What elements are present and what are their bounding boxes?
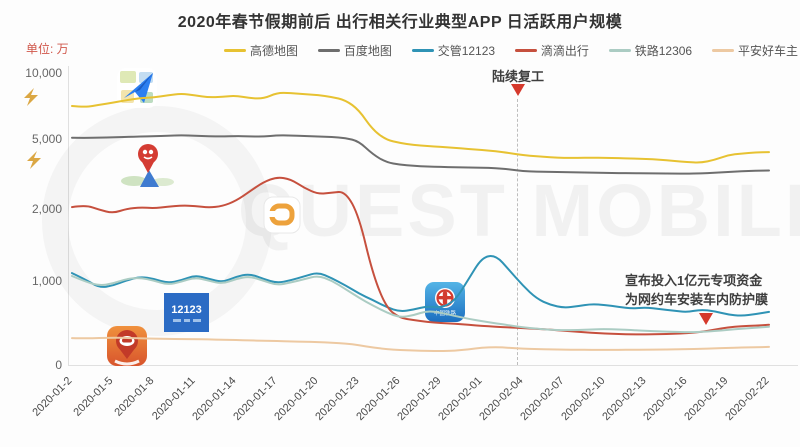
legend-swatch-pingan-auto (711, 49, 734, 52)
y-tick-label: 10,000 (25, 66, 62, 80)
railway-12306-icon-caption: 中国铁路 (434, 309, 457, 317)
legend-label: 滴滴出行 (540, 44, 589, 58)
legend-label: 交管12123 (437, 44, 496, 58)
y-tick-label: 2,000 (31, 202, 62, 216)
amap-app-icon (117, 68, 157, 108)
resume-work-dashed-line (517, 99, 518, 365)
legend-item-railway-12306: 铁路12306 (608, 42, 693, 59)
y-tick-label: 0 (55, 358, 62, 372)
y-tick-label: 1,000 (31, 274, 62, 288)
unit-label: 单位: 万 (26, 42, 69, 56)
x-axis: 2020-01-2 2020-01-5 2020-01-8 2020-01-11 202… (0, 373, 800, 447)
legend-item-didi: 滴滴出行 (514, 42, 589, 59)
pingan-auto-owner-app-icon (107, 326, 147, 366)
didi-fund-marker-icon (699, 313, 713, 325)
jiaoguan-12123-icon-text: 12123 (171, 304, 202, 316)
didi-fund-annotation: 宣布投入1亿元专项资金 为网约车安装车内防护膜 (625, 271, 800, 309)
x-tick-label: 2020-01-5 (71, 374, 116, 419)
legend-label: 百度地图 (343, 44, 392, 58)
legend-swatch-amap (224, 49, 246, 52)
legend-swatch-didi (514, 49, 537, 52)
y-tick-label: 5,000 (31, 132, 62, 146)
legend-item-jiaoguan-12123: 交管12123 (411, 42, 496, 59)
legend-swatch-jiaoguan-12123 (411, 49, 434, 52)
x-tick-label: 2020-01-2 (30, 374, 75, 419)
legend: 高德地图 百度地图 交管12123 滴滴出行 铁路12306 平安好车主 (224, 42, 798, 59)
didi-fund-annotation-line2: 为网约车安装车内防护膜 (625, 292, 769, 307)
legend-label: 铁路12306 (634, 44, 693, 58)
baidu-map-app-icon (121, 144, 174, 187)
legend-item-amap: 高德地图 (224, 42, 298, 59)
railway-12306-app-icon: 中国铁路 (425, 282, 465, 322)
legend-label: 平安好车主 (737, 44, 798, 58)
chart-title: 2020年春节假期前后 出行相关行业典型APP 日活跃用户规模 (177, 14, 623, 31)
resume-work-annotation: 陆续复工 (491, 69, 544, 84)
lightning-icon (27, 151, 41, 169)
legend-label: 高德地图 (250, 44, 299, 58)
legend-item-pingan-auto: 平安好车主 (711, 42, 798, 59)
legend-swatch-baidu-map (317, 49, 340, 52)
jiaoguan-12123-app-icon: 12123 (164, 293, 209, 332)
lightning-icon (24, 88, 38, 106)
x-tick-label: 2020-01-8 (112, 374, 157, 419)
resume-work-marker-icon (511, 84, 525, 96)
legend-item-baidu-map: 百度地图 (317, 42, 392, 59)
legend-swatch-railway-12306 (608, 49, 631, 52)
didi-app-icon (263, 196, 301, 234)
watermark: QUEST MOBILE (238, 168, 800, 253)
didi-fund-annotation-line1: 宣布投入1亿元专项资金 (625, 273, 763, 288)
